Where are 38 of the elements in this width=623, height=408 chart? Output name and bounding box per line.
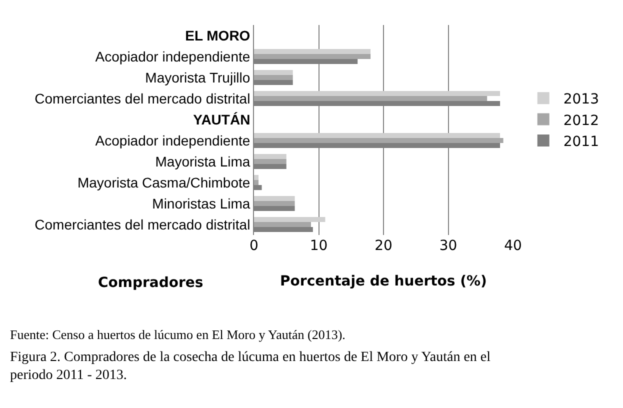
legend-label: 2012 bbox=[563, 112, 599, 129]
y-tick-label: YAUTÁN bbox=[193, 111, 250, 128]
bar bbox=[254, 216, 326, 222]
legend-label: 2013 bbox=[563, 92, 599, 108]
bar bbox=[254, 74, 293, 80]
bar bbox=[254, 90, 500, 96]
bar bbox=[254, 138, 504, 144]
bar bbox=[254, 174, 259, 180]
bar bbox=[254, 180, 259, 186]
y-tick-label: Mayorista Trujillo bbox=[145, 69, 250, 86]
bar bbox=[254, 132, 500, 138]
bar bbox=[254, 158, 286, 164]
y-tick-label: Mayorista Lima bbox=[155, 153, 250, 170]
bar bbox=[254, 200, 295, 206]
x-axis-title: Porcentaje de huertos (%) bbox=[280, 273, 487, 290]
bar bbox=[254, 222, 311, 228]
y-tick-label: Comerciantes del mercado distrital bbox=[34, 90, 250, 106]
text: Figura 2. Compradores de la cosecha de lúcuma en huertos de El Moro y Yaután en el periodo 2011 - 2013. bbox=[10, 350, 491, 384]
y-tick-label: Acopiador independiente bbox=[95, 48, 250, 64]
x-tick-label: 30 bbox=[439, 238, 458, 254]
legend-label: 2011 bbox=[563, 134, 599, 150]
x-tick-label: 10 bbox=[310, 238, 328, 254]
x-tick-label: 0 bbox=[250, 238, 258, 254]
source-note: Fuente: Censo a huertos de lúcumo en El Moro y Yaután (2013). bbox=[10, 327, 346, 342]
y-tick-label: Comerciantes del mercado distrital bbox=[34, 216, 250, 232]
bar bbox=[254, 196, 295, 201]
y-tick-label: Mayorista Casma/Chimbote bbox=[77, 174, 250, 190]
bar bbox=[254, 96, 488, 102]
bar bbox=[254, 154, 286, 159]
y-tick-label: EL MORO bbox=[185, 27, 250, 44]
y-tick-label: Acopiador independiente bbox=[95, 132, 250, 148]
bar bbox=[254, 70, 293, 75]
x-tick-label: 40 bbox=[504, 238, 522, 254]
x-tick-label: 20 bbox=[374, 238, 392, 254]
bar bbox=[254, 48, 371, 54]
bar bbox=[254, 54, 371, 60]
y-tick-label: Minoristas Lima bbox=[152, 195, 250, 212]
y-axis-title: Compradores bbox=[98, 275, 204, 291]
